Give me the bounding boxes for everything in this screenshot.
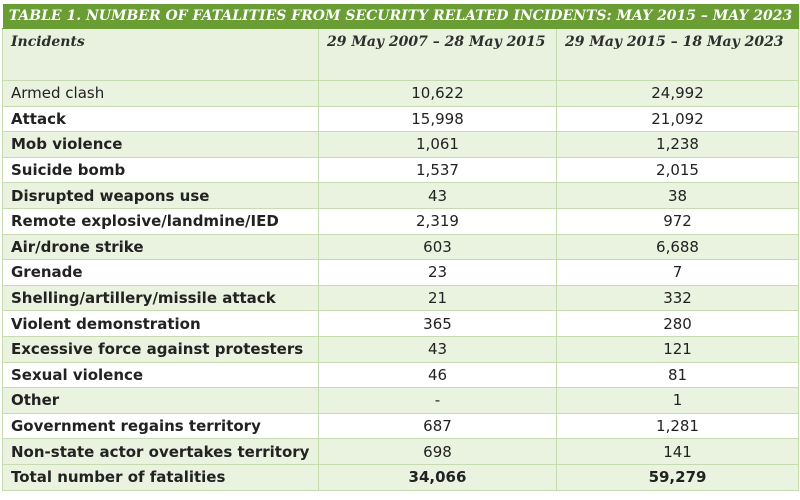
period-1-value: 46 xyxy=(318,361,557,389)
table-row: Air/drone strike 603 6,688 xyxy=(2,233,800,261)
total-period-1: 34,066 xyxy=(318,463,557,491)
incident-label: Shelling/artillery/missile attack xyxy=(2,284,319,312)
period-2-value: 1,238 xyxy=(555,131,800,158)
period-1-value: 698 xyxy=(318,438,557,465)
period-2-value: 38 xyxy=(555,182,800,209)
table-row: Non-state actor overtakes territory 698 14… xyxy=(2,438,800,465)
total-label: Total number of fatalities xyxy=(2,463,319,491)
period-2-value: 141 xyxy=(555,438,800,465)
period-1-value: 603 xyxy=(318,233,557,261)
table-row: Remote explosive/landmine/IED 2,319 972 xyxy=(2,207,800,235)
period-1-value: 10,622 xyxy=(318,80,557,107)
table-row: Attack 15,998 21,092 xyxy=(2,105,800,133)
fatalities-table: TABLE 1. NUMBER OF FATALITIES FROM SECUR… xyxy=(2,4,800,491)
period-2-value: 332 xyxy=(555,284,800,312)
table-row: Grenade 23 7 xyxy=(2,259,800,286)
table-body: Armed clash 10,622 24,992 Attack 15,998 21,09… xyxy=(2,80,800,465)
period-2-value: 280 xyxy=(555,310,800,337)
period-2-value: 7 xyxy=(555,259,800,286)
table-row: Shelling/artillery/missile attack 21 332 xyxy=(2,284,800,312)
period-1-value: 23 xyxy=(318,259,557,286)
total-period-2: 59,279 xyxy=(555,463,800,491)
period-2-value: 121 xyxy=(555,335,800,363)
period-2-value: 2,015 xyxy=(555,156,800,184)
incident-label: Violent demonstration xyxy=(2,310,319,337)
table-header-row: Incidents 29 May 2007 – 28 May 2015 29 M… xyxy=(2,28,800,81)
period-1-value: 687 xyxy=(318,412,557,440)
header-period-2: 29 May 2015 – 18 May 2023 xyxy=(555,28,800,81)
table-row: Armed clash 10,622 24,992 xyxy=(2,80,800,107)
period-1-value: 43 xyxy=(318,335,557,363)
incident-label: Non-state actor overtakes territory xyxy=(2,438,319,465)
period-2-value: 6,688 xyxy=(555,233,800,261)
incident-label: Armed clash xyxy=(2,80,319,107)
period-2-value: 1 xyxy=(555,387,800,414)
table-row: Violent demonstration 365 280 xyxy=(2,310,800,337)
table-row: Mob violence 1,061 1,238 xyxy=(2,131,800,158)
table-row: Suicide bomb 1,537 2,015 xyxy=(2,156,800,184)
table-row: Other -1 xyxy=(2,387,800,414)
table-row: Excessive force against protesters 43 121 xyxy=(2,335,800,363)
period-1-value: - xyxy=(318,387,557,414)
period-2-value: 972 xyxy=(555,207,800,235)
header-period-1: 29 May 2007 – 28 May 2015 xyxy=(318,28,557,81)
incident-label: Disrupted weapons use xyxy=(2,182,319,209)
incident-label: Air/drone strike xyxy=(2,233,319,261)
period-1-value: 21 xyxy=(318,284,557,312)
table-title-row: TABLE 1. NUMBER OF FATALITIES FROM SECUR… xyxy=(2,4,799,29)
incident-label: Other xyxy=(2,387,319,414)
period-2-value: 1,281 xyxy=(555,412,800,440)
total-row: Total number of fatalities 34,066 59,279 xyxy=(2,463,800,491)
table-row: Government regains territory 687 1,281 xyxy=(2,412,800,440)
period-1-value: 1,537 xyxy=(318,156,557,184)
table-row: Disrupted weapons use 43 38 xyxy=(2,182,800,209)
incident-label: Remote explosive/landmine/IED xyxy=(2,207,319,235)
period-1-value: 365 xyxy=(318,310,557,337)
period-1-value: 1,061 xyxy=(318,131,557,158)
incident-label: Sexual violence xyxy=(2,361,319,389)
incident-label: Grenade xyxy=(2,259,319,286)
period-2-value: 21,092 xyxy=(555,105,800,133)
incident-label: Attack xyxy=(2,105,319,133)
incident-label: Suicide bomb xyxy=(2,156,319,184)
table-title: TABLE 1. NUMBER OF FATALITIES FROM SECUR… xyxy=(2,4,799,29)
incident-label: Mob violence xyxy=(2,131,319,158)
incident-label: Government regains territory xyxy=(2,412,319,440)
table-row: Sexual violence 46 81 xyxy=(2,361,800,389)
period-1-value: 15,998 xyxy=(318,105,557,133)
header-incidents: Incidents xyxy=(2,28,319,81)
period-2-value: 24,992 xyxy=(555,80,800,107)
incident-label: Excessive force against protesters xyxy=(2,335,319,363)
period-2-value: 81 xyxy=(555,361,800,389)
period-1-value: 2,319 xyxy=(318,207,557,235)
period-1-value: 43 xyxy=(318,182,557,209)
